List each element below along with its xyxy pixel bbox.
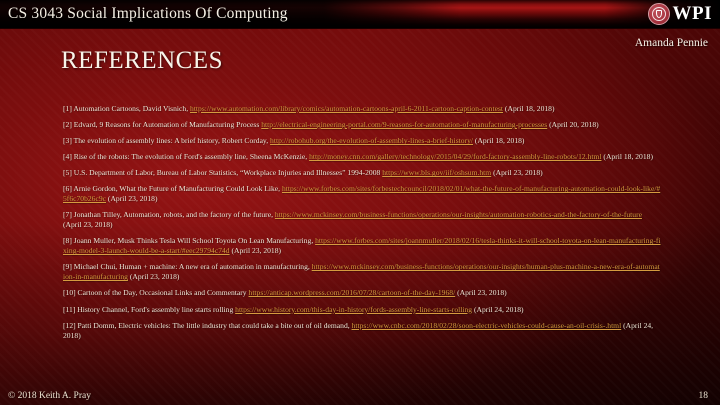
reference-text: [1] Automation Cartoons, David Visnich, — [63, 104, 191, 113]
reference-link[interactable]: https://www.forbes.com/sites/forbestechc… — [63, 184, 661, 204]
reference-date: (April 23, 2018) — [127, 272, 180, 282]
reference-date: (April 24, 2018) — [472, 304, 524, 314]
reference-link[interactable]: https://www.automation.com/library/comic… — [190, 104, 504, 113]
reference-link[interactable]: https://www.cnbc.com/2018/02/28/soon-ele… — [351, 320, 622, 330]
reference-item: [5] U.S. Department of Labor, Bureau of … — [63, 168, 661, 178]
reference-item: [9] Michael Chui, Human + machine: A new… — [63, 262, 661, 282]
reference-date: (April 24, 2018) — [63, 320, 654, 340]
reference-link[interactable]: https://www.bls.gov/iif/oshsum.htm — [382, 168, 492, 178]
reference-item: [2] Edvard, 9 Reasons for Automation of … — [63, 120, 661, 130]
reference-item: [1] Automation Cartoons, David Visnich, … — [63, 104, 661, 114]
reference-text: [4] Rise of the robots: The evolution of… — [63, 152, 310, 162]
reference-date: (April 23, 2018) — [106, 194, 158, 204]
wpi-seal-inner-ring — [651, 7, 666, 21]
reference-text: [6] Arnie Gordon, What the Future of Man… — [63, 184, 282, 194]
reference-text: [2] Edvard, 9 Reasons for Automation of … — [63, 120, 262, 130]
reference-text: [5] U.S. Department of Labor, Bureau of … — [63, 168, 383, 178]
reference-link[interactable]: https://www.forbes.com/sites/joannmuller… — [63, 236, 661, 256]
reference-date: (April 18, 2018) — [473, 136, 525, 146]
page-number: 18 — [698, 391, 709, 401]
reference-item: [6] Arnie Gordon, What the Future of Man… — [63, 184, 661, 204]
reference-text: [11] History Channel, Ford's assembly li… — [63, 304, 236, 314]
wpi-logo-text: WPI — [672, 3, 712, 24]
reference-link[interactable]: http://money.cnn.com/gallery/technology/… — [309, 152, 602, 162]
reference-link[interactable]: https://www.history.com/this-day-in-hist… — [235, 304, 473, 314]
reference-date: (April 23, 2018) — [491, 168, 543, 178]
reference-date: (April 23, 2018) — [229, 246, 282, 256]
references-list: [1] Automation Cartoons, David Visnich, … — [63, 104, 661, 347]
reference-text: [12] Patti Domm, Electric vehicles: The … — [63, 320, 352, 330]
reference-item: [3] The evolution of assembly lines: A b… — [63, 136, 661, 146]
reference-link[interactable]: http://robohub.org/the-evolution-of-asse… — [270, 136, 473, 146]
reference-text: [8] Joann Muller, Musk Thinks Tesla Will… — [63, 236, 316, 246]
reference-link[interactable]: https://www.mckinsey.com/business-functi… — [63, 262, 660, 282]
reference-link[interactable]: https://www.mckinsey.com/business-functi… — [274, 210, 642, 220]
reference-date: (April 23, 2018) — [63, 220, 113, 230]
slide-title: REFERENCES — [61, 47, 223, 74]
reference-text: [9] Michael Chui, Human + machine: A new… — [63, 262, 312, 272]
reference-item: [4] Rise of the robots: The evolution of… — [63, 152, 661, 162]
reference-date: (April 20, 2018) — [547, 120, 599, 130]
reference-item: [12] Patti Domm, Electric vehicles: The … — [63, 321, 661, 341]
reference-date: (April 18, 2018) — [503, 104, 555, 113]
reference-item: [7] Jonathan Tilley, Automation, robots,… — [63, 210, 661, 230]
reference-text: [10] Cartoon of the Day, Occasional Link… — [63, 288, 249, 298]
reference-text: [3] The evolution of assembly lines: A b… — [63, 136, 271, 146]
reference-item: [11] History Channel, Ford's assembly li… — [63, 305, 661, 315]
wpi-logo: WPI — [647, 2, 713, 26]
reference-link[interactable]: http://electrical-engineering-portal.com… — [261, 120, 548, 130]
copyright: © 2018 Keith A. Pray — [8, 391, 91, 401]
wpi-seal-icon — [647, 3, 670, 25]
header-bar: CS 3043 Social Implications Of Computing… — [0, 0, 720, 29]
reference-date: (April 18, 2018) — [601, 152, 653, 162]
shield-icon — [655, 10, 662, 18]
reference-item: [10] Cartoon of the Day, Occasional Link… — [63, 288, 661, 298]
reference-date: (April 23, 2018) — [455, 288, 507, 298]
author-name: Amanda Pennie — [634, 37, 708, 49]
reference-text: [7] Jonathan Tilley, Automation, robots,… — [63, 210, 275, 220]
reference-item: [8] Joann Muller, Musk Thinks Tesla Will… — [63, 236, 661, 256]
course-title: CS 3043 Social Implications Of Computing — [8, 5, 288, 22]
reference-link[interactable]: https://anticap.wordpress.com/2016/07/28… — [248, 288, 456, 298]
